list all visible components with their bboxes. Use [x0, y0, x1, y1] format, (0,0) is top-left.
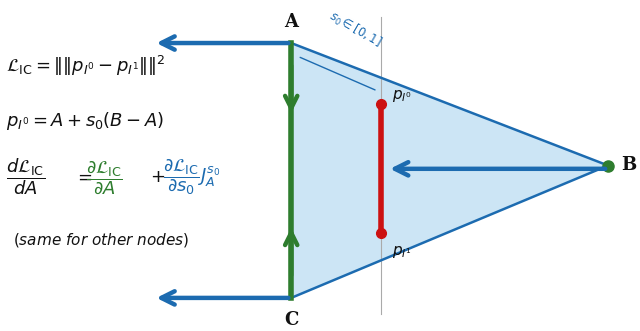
Text: A: A	[284, 14, 298, 31]
Text: $p_{I^0} = A + s_0(B - A)$: $p_{I^0} = A + s_0(B - A)$	[6, 110, 164, 132]
Text: $p_{I^0}$: $p_{I^0}$	[392, 88, 412, 104]
Text: $\dfrac{\partial\mathcal{L}_\mathrm{IC}}{\partial s_0}J_A^{s_0}$: $\dfrac{\partial\mathcal{L}_\mathrm{IC}}…	[163, 157, 221, 197]
Text: C: C	[284, 311, 298, 329]
Text: $s_0 \in [0,1]$: $s_0 \in [0,1]$	[326, 9, 385, 51]
Text: $p_{I^1}$: $p_{I^1}$	[392, 244, 412, 260]
Text: $\dfrac{\partial\mathcal{L}_\mathrm{IC}}{\partial A}$: $\dfrac{\partial\mathcal{L}_\mathrm{IC}}…	[86, 159, 124, 196]
Text: $(same\ for\ other\ nodes)$: $(same\ for\ other\ nodes)$	[13, 231, 189, 249]
Text: $+$: $+$	[150, 168, 166, 186]
Text: $=$: $=$	[74, 168, 92, 186]
Text: $\mathcal{L}_\mathrm{IC} = \|\|p_{I^0} - p_{I^1}\|\|^2$: $\mathcal{L}_\mathrm{IC} = \|\|p_{I^0} -…	[6, 54, 166, 78]
Polygon shape	[291, 43, 608, 298]
Text: $\dfrac{d\mathcal{L}_\mathrm{IC}}{dA}$: $\dfrac{d\mathcal{L}_\mathrm{IC}}{dA}$	[6, 157, 45, 197]
Text: B: B	[621, 157, 636, 174]
